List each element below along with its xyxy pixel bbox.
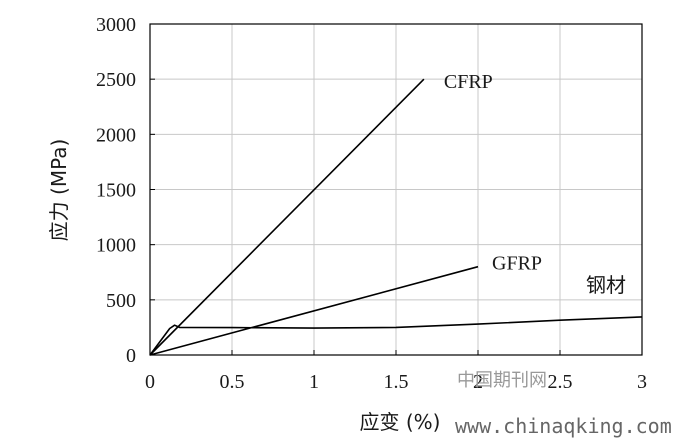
x-tick-label: 2 [473, 371, 483, 393]
x-tick-label: 1 [309, 371, 319, 393]
x-tick-label: 3 [637, 371, 647, 393]
series-label: GFRP [492, 253, 542, 275]
series-labels: CFRP GFRP 钢材 [444, 71, 626, 297]
grid [150, 24, 642, 355]
series-label: CFRP [444, 71, 493, 93]
x-tick-label: 2.5 [548, 371, 573, 393]
series-line [149, 316, 643, 356]
y-tick-label: 1500 [96, 180, 136, 202]
y-tick-label: 0 [126, 345, 136, 367]
series-layer [149, 78, 643, 356]
watermark-cn: 中国期刊网 [457, 370, 547, 391]
y-tick-label: 500 [106, 290, 136, 312]
y-tick-label: 2000 [96, 124, 136, 146]
x-tick-label: 1.5 [384, 371, 409, 393]
y-tick-label: 1000 [96, 235, 136, 257]
series-line [149, 78, 425, 356]
y-tick-label: 3000 [96, 14, 136, 36]
watermark-url: www.chinaqking.com [455, 414, 672, 438]
x-tick-label: 0 [145, 371, 155, 393]
series-label: 钢材 [586, 274, 626, 297]
y-tick-label: 2500 [96, 69, 136, 91]
tick-labels: 0 0.5 1 1.5 2 2.5 3 0 500 1000 1500 2000 2500 3000 [96, 14, 647, 393]
series-line [149, 265, 479, 356]
ticks [149, 23, 643, 356]
y-axis-label: 应力 (MPa) [47, 139, 71, 242]
x-tick-label: 0.5 [220, 371, 245, 393]
x-axis-label: 应变 (%) [360, 410, 441, 434]
